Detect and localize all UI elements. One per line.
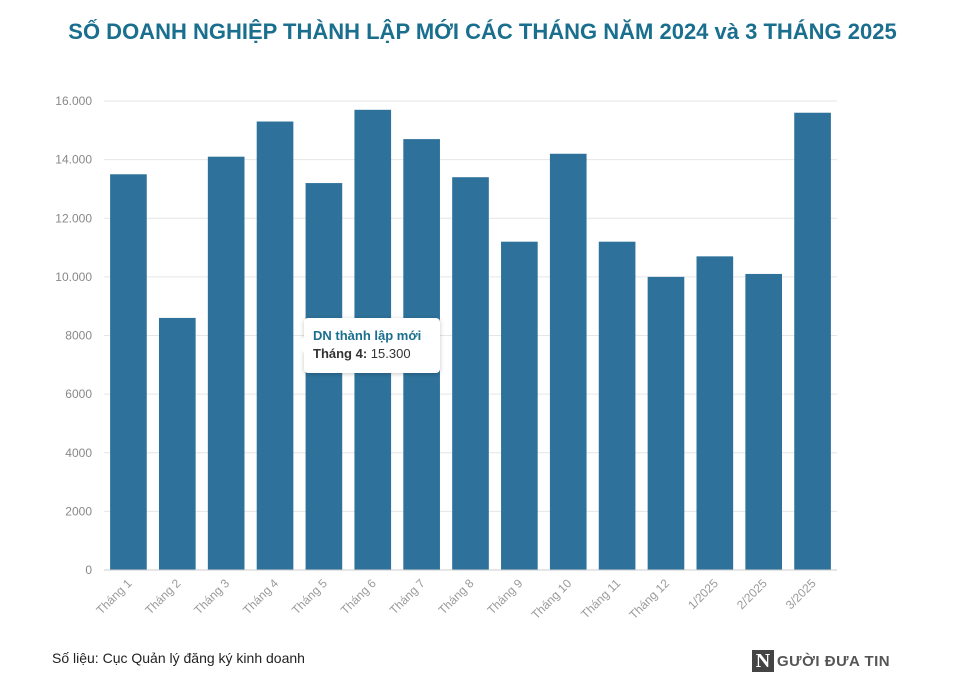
tooltip-series: DN thành lập mới — [313, 328, 422, 343]
x-tick-label: Tháng 2 — [142, 576, 183, 617]
y-tick-label: 0 — [85, 563, 92, 577]
tooltip: DN thành lập mới Tháng 4: 15.300 — [296, 318, 440, 373]
y-tick-label: 2000 — [65, 504, 92, 518]
bar[interactable] — [794, 112, 831, 570]
y-tick-label: 14.000 — [55, 153, 92, 167]
bar[interactable] — [158, 317, 196, 570]
bar[interactable] — [598, 241, 636, 570]
x-tick-label: 1/2025 — [685, 576, 721, 612]
logo-wordmark: GƯỜI ĐƯA TIN — [777, 652, 891, 670]
y-tick-label: 8000 — [65, 329, 92, 343]
x-tick-label: Tháng 3 — [191, 576, 232, 617]
x-axis-ticks: Tháng 1 Tháng 2 Tháng 3 Tháng 4 Tháng 5 Tháng… — [94, 576, 819, 622]
y-tick-label: 4000 — [65, 446, 92, 460]
bar[interactable] — [501, 241, 538, 570]
x-tick-label: 2/2025 — [734, 576, 770, 612]
x-tick-label: 3/2025 — [783, 576, 819, 612]
bar[interactable] — [549, 153, 587, 570]
publisher-logo: N GƯỜI ĐƯA TIN — [752, 649, 890, 673]
bar[interactable] — [452, 177, 489, 570]
x-tick-label: Tháng 1 — [94, 576, 135, 617]
chart-title: SỐ DOANH NGHIỆP THÀNH LẬP MỚI CÁC THÁNG … — [68, 19, 897, 44]
x-tick-label: Tháng 9 — [484, 576, 525, 617]
bar[interactable] — [745, 273, 783, 570]
y-tick-label: 16.000 — [55, 94, 92, 108]
x-tick-label: Tháng 8 — [436, 576, 477, 617]
x-tick-label: Tháng 7 — [387, 576, 428, 617]
bar[interactable] — [207, 156, 245, 570]
y-tick-label: 10.000 — [55, 270, 92, 284]
x-tick-label: Tháng 5 — [289, 576, 330, 617]
y-tick-label: 6000 — [65, 387, 92, 401]
tooltip-label: Tháng 4: — [313, 346, 368, 361]
source-note: Số liệu: Cục Quản lý đăng ký kinh doanh — [52, 650, 305, 666]
y-axis-ticks: 0 2000 4000 6000 8000 10.000 12.000 14.000 16.00… — [55, 94, 92, 577]
bar[interactable] — [110, 174, 147, 570]
tooltip-value: 15.300 — [370, 346, 411, 361]
bars — [110, 109, 831, 571]
logo-mark: N — [752, 650, 774, 672]
bar[interactable] — [696, 256, 734, 570]
x-tick-label: Tháng 4 — [240, 576, 281, 617]
bar[interactable] — [256, 121, 294, 571]
tooltip-row: Tháng 4: 15.300 — [313, 345, 431, 363]
bar[interactable] — [305, 183, 343, 570]
x-tick-label: Tháng 12 — [626, 576, 672, 622]
x-tick-label: Tháng 10 — [529, 576, 575, 622]
x-tick-label: Tháng 6 — [338, 576, 379, 617]
x-tick-label: Tháng 11 — [578, 576, 623, 621]
bar[interactable] — [647, 276, 685, 570]
y-tick-label: 12.000 — [55, 211, 92, 225]
